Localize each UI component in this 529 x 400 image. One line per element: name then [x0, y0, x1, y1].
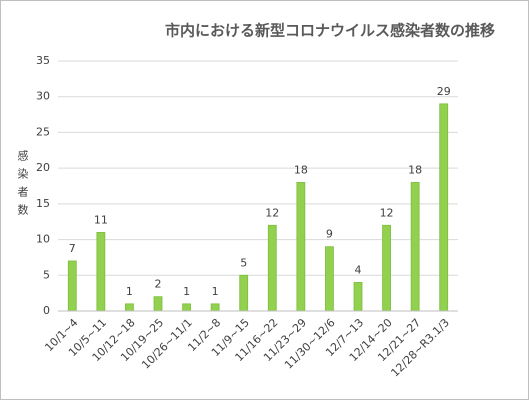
y-tick-label: 15 [36, 197, 50, 210]
data-label: 4 [355, 263, 362, 276]
data-label: 2 [155, 278, 162, 291]
bar [239, 274, 249, 312]
data-label: 29 [437, 85, 451, 98]
y-tick-label: 35 [36, 54, 50, 67]
bar [382, 224, 391, 312]
data-label: 5 [240, 256, 247, 269]
bar [353, 282, 363, 312]
y-tick-label: 10 [36, 233, 50, 246]
bar [153, 296, 163, 312]
y-tick-label: 5 [43, 268, 50, 281]
data-label: 1 [126, 285, 133, 298]
data-label: 9 [326, 228, 333, 241]
bar [210, 303, 220, 312]
bar [410, 182, 420, 312]
data-label: 18 [408, 163, 422, 176]
bar [325, 246, 334, 312]
bar [96, 232, 106, 312]
bar [267, 224, 277, 312]
data-label: 12 [380, 206, 394, 219]
data-label: 12 [265, 206, 279, 219]
bar [182, 303, 191, 312]
y-tick-label: 20 [36, 161, 50, 174]
bar [439, 103, 449, 312]
data-label: 18 [294, 163, 308, 176]
bar [125, 303, 134, 312]
data-label: 7 [69, 242, 76, 255]
bar [67, 260, 77, 312]
data-label: 1 [212, 285, 219, 298]
data-label: 1 [183, 285, 190, 298]
y-tick-label: 30 [36, 90, 50, 103]
bar [296, 182, 306, 312]
y-tick-label: 25 [36, 125, 50, 138]
data-label: 11 [94, 213, 108, 226]
y-axis-label: 感染者数 [16, 150, 29, 222]
y-tick-label: 0 [43, 304, 50, 317]
chart-title: 市内における新型コロナウイルス感染者数の推移 [165, 22, 495, 40]
